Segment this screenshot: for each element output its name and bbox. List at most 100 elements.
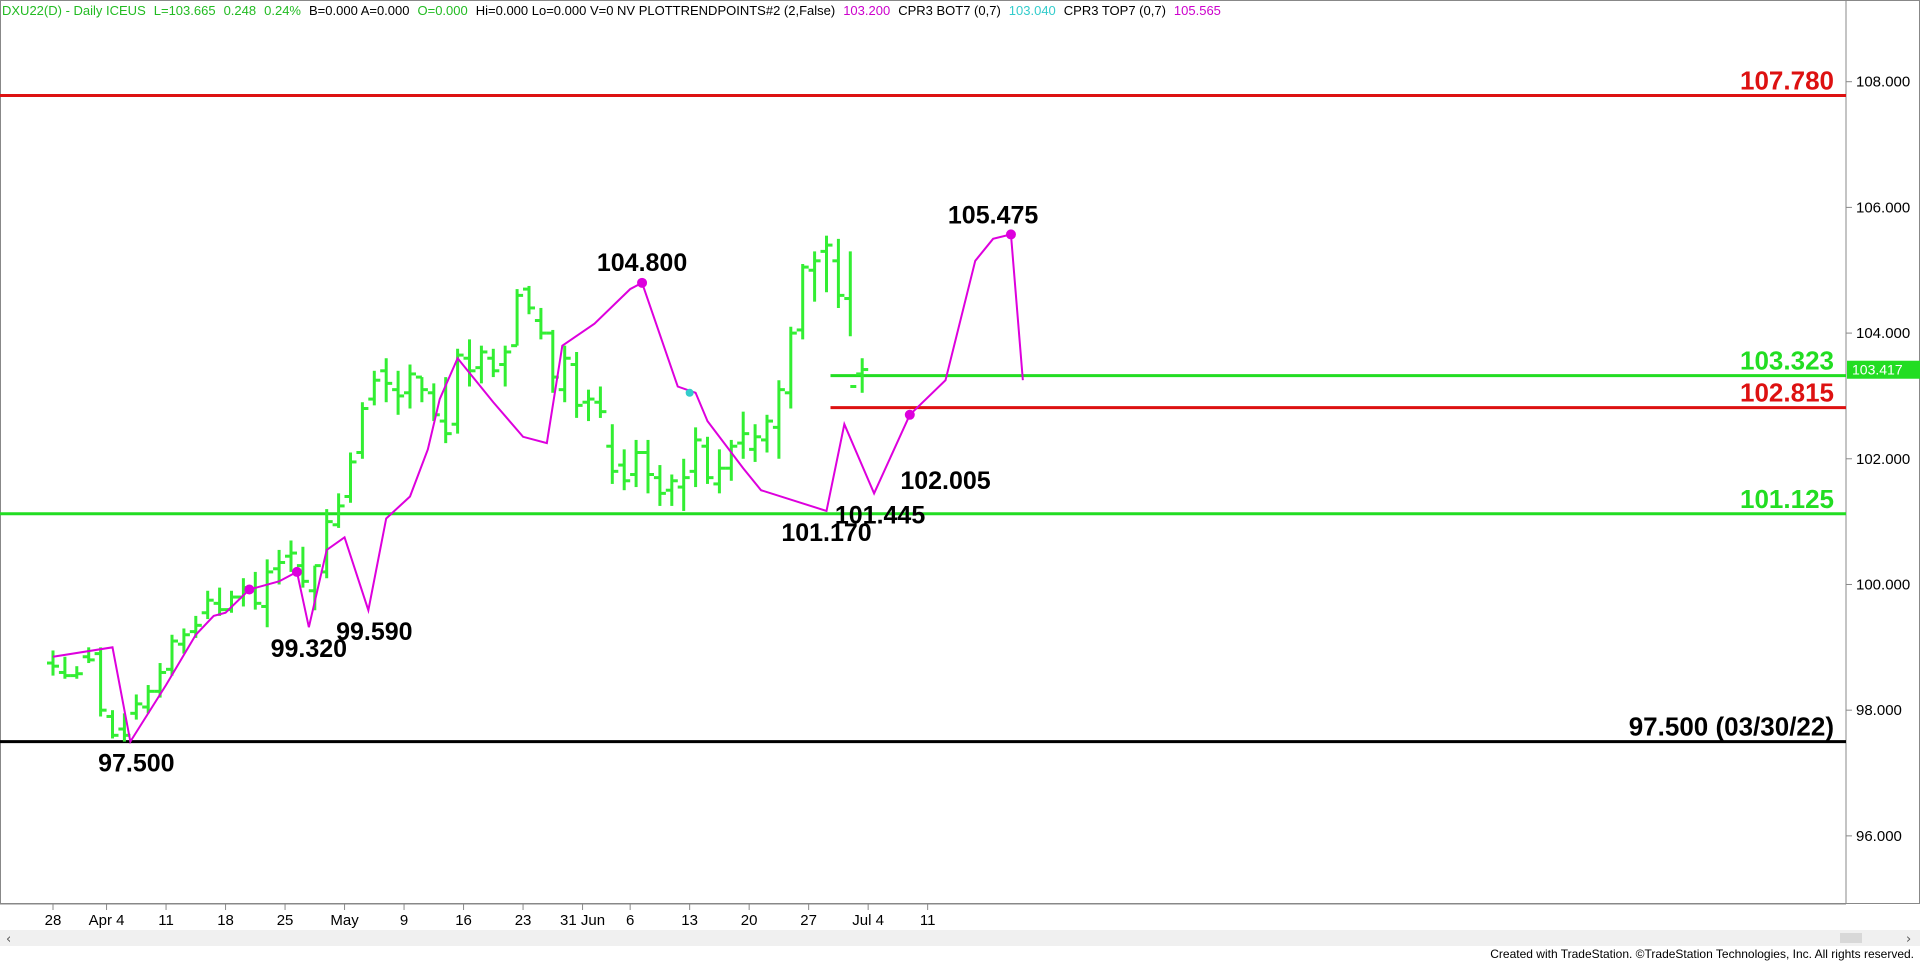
ohlc-bar-40: [523, 285, 535, 315]
ohlc-bar-34: [451, 348, 464, 434]
x-tick-label-9: 31 Jun: [560, 912, 605, 929]
ohlc-bar-3: [82, 647, 95, 664]
ohlc-bar-36: [475, 345, 488, 384]
ohlc-bar-20: [285, 540, 297, 572]
pivot-point-2: [637, 277, 648, 288]
ohlc-bar-51: [653, 465, 666, 506]
ohlc-bar-59: [749, 424, 762, 462]
ohlc-bar-27: [368, 370, 381, 406]
ohlc-bar-46: [594, 386, 607, 418]
x-tick-label-0: 28: [45, 912, 62, 929]
ohlc-bar-31: [415, 375, 428, 403]
pivot-label-3: 99.320: [271, 635, 347, 663]
x-tick-label-4: 25: [277, 912, 294, 929]
ohlc-bar-49: [630, 439, 643, 488]
pivot-point-0: [244, 584, 255, 595]
y-tick-label-1: 98.000: [1856, 702, 1902, 719]
ohlc-bar-26: [356, 402, 369, 459]
pivot-label-4: 99.590: [336, 618, 412, 646]
ohlc-bar-2: [70, 666, 83, 679]
pivot-point-4: [1005, 229, 1016, 240]
ohlc-bar-35: [463, 339, 476, 387]
header-open: O=0.000: [417, 3, 467, 18]
x-tick-label-3: 18: [217, 912, 234, 929]
ohlc-bar-43: [558, 345, 571, 403]
pivot-label-1: 105.475: [948, 202, 1038, 230]
ohlc-bar-60: [761, 414, 773, 453]
ohlc-bar-4: [94, 647, 107, 717]
pivot-label-5: 101.170: [781, 519, 871, 547]
header-ind2-label: CPR3 TOP7 (0,7): [1064, 3, 1166, 18]
y-tick-label-4: 104.000: [1856, 325, 1910, 342]
horizontal-scrollbar[interactable]: ‹ ›: [0, 930, 1920, 947]
pivot-label-2: 97.500: [98, 750, 174, 778]
header-ind3-value: 105.565: [1174, 3, 1221, 18]
ohlc-bar-7: [130, 694, 143, 720]
ohlc-bar-19: [273, 549, 286, 585]
last-price-badge: [1847, 360, 1920, 379]
x-tick-label-11: 13: [681, 912, 698, 929]
ohlc-bar-68: [856, 358, 869, 393]
scroll-left-arrow[interactable]: ‹: [6, 932, 11, 947]
x-tick-label-12: 20: [741, 912, 758, 929]
scroll-right-arrow[interactable]: ›: [1906, 932, 1911, 947]
header-ind2-value: 103.040: [1009, 3, 1056, 18]
scrollbar-thumb[interactable]: [1840, 933, 1862, 943]
x-tick-label-8: 23: [515, 912, 532, 929]
header-last: L=103.665: [154, 3, 216, 18]
ohlc-bar-61: [772, 380, 785, 459]
ohlc-bar-29: [392, 370, 405, 415]
ohlc-bar-8: [142, 685, 155, 714]
ohlc-bar-56: [713, 449, 726, 494]
trend-line: [52, 233, 1024, 745]
pivot-label-6: 101.445: [835, 501, 925, 529]
ohlc-bar-33: [439, 377, 452, 444]
level-label-0: 107.780: [1740, 66, 1834, 96]
x-tick-label-14: Jul 4: [852, 912, 884, 929]
x-tick-label-6: 9: [400, 912, 408, 929]
footer-credit: Created with TradeStation. ©TradeStation…: [1490, 947, 1914, 961]
ohlc-bar-52: [665, 474, 678, 506]
level-label-1: 103.323: [1740, 346, 1834, 376]
header-ind1-value: 103.200: [843, 3, 890, 18]
level-label-4: 97.500 (03/30/22): [1629, 712, 1834, 742]
ohlc-bar-48: [618, 449, 631, 491]
pivot-label-7: 102.005: [900, 467, 990, 495]
ohlc-bar-5: [106, 710, 119, 739]
ohlc-bar-54: [689, 427, 702, 488]
header-change-pct: 0.24%: [264, 3, 301, 18]
ohlc-bar-53: [677, 458, 690, 511]
ohlc-bar-38: [499, 345, 512, 387]
pivot-point-3: [904, 409, 915, 420]
ohlc-bar-30: [404, 364, 416, 409]
ohlc-bar-28: [380, 358, 393, 403]
last-price-label: 103.417: [1852, 362, 1903, 378]
ohlc-bar-25: [344, 452, 357, 503]
ohlc-bar-24: [332, 493, 345, 528]
ohlc-bar-45: [582, 389, 595, 422]
x-tick-label-7: 16: [455, 912, 472, 929]
ohlc-bar-39: [511, 289, 524, 348]
cyan-point: [685, 388, 694, 397]
header-rest: Hi=0.000 Lo=0.000 V=0 NV PLOTTRENDPOINTS…: [476, 3, 835, 18]
ohlc-bar-57: [725, 439, 738, 481]
pivot-point-1: [291, 566, 302, 577]
ohlc-bar-9: [154, 663, 167, 698]
y-tick-label-2: 100.000: [1856, 576, 1910, 593]
y-tick-label-0: 96.000: [1856, 828, 1902, 845]
ohlc-bar-10: [166, 634, 178, 676]
ohlc-bar-50: [642, 439, 654, 494]
chart-header: DXU22(D) - Daily ICEUS L=103.665 0.248 0.24…: [2, 3, 1221, 18]
ohlc-bar-21: [296, 546, 309, 588]
ohlc-bar-67: [844, 251, 857, 389]
plot-frame: [0, 0, 1920, 904]
ohlc-bar-66: [832, 238, 845, 308]
header-change: 0.248: [224, 3, 257, 18]
level-label-2: 102.815: [1740, 378, 1834, 408]
ohlc-bar-65: [820, 235, 833, 293]
x-tick-label-1: Apr 4: [89, 912, 125, 929]
x-tick-label-15: 11: [920, 912, 936, 929]
ohlc-bar-47: [606, 424, 619, 484]
